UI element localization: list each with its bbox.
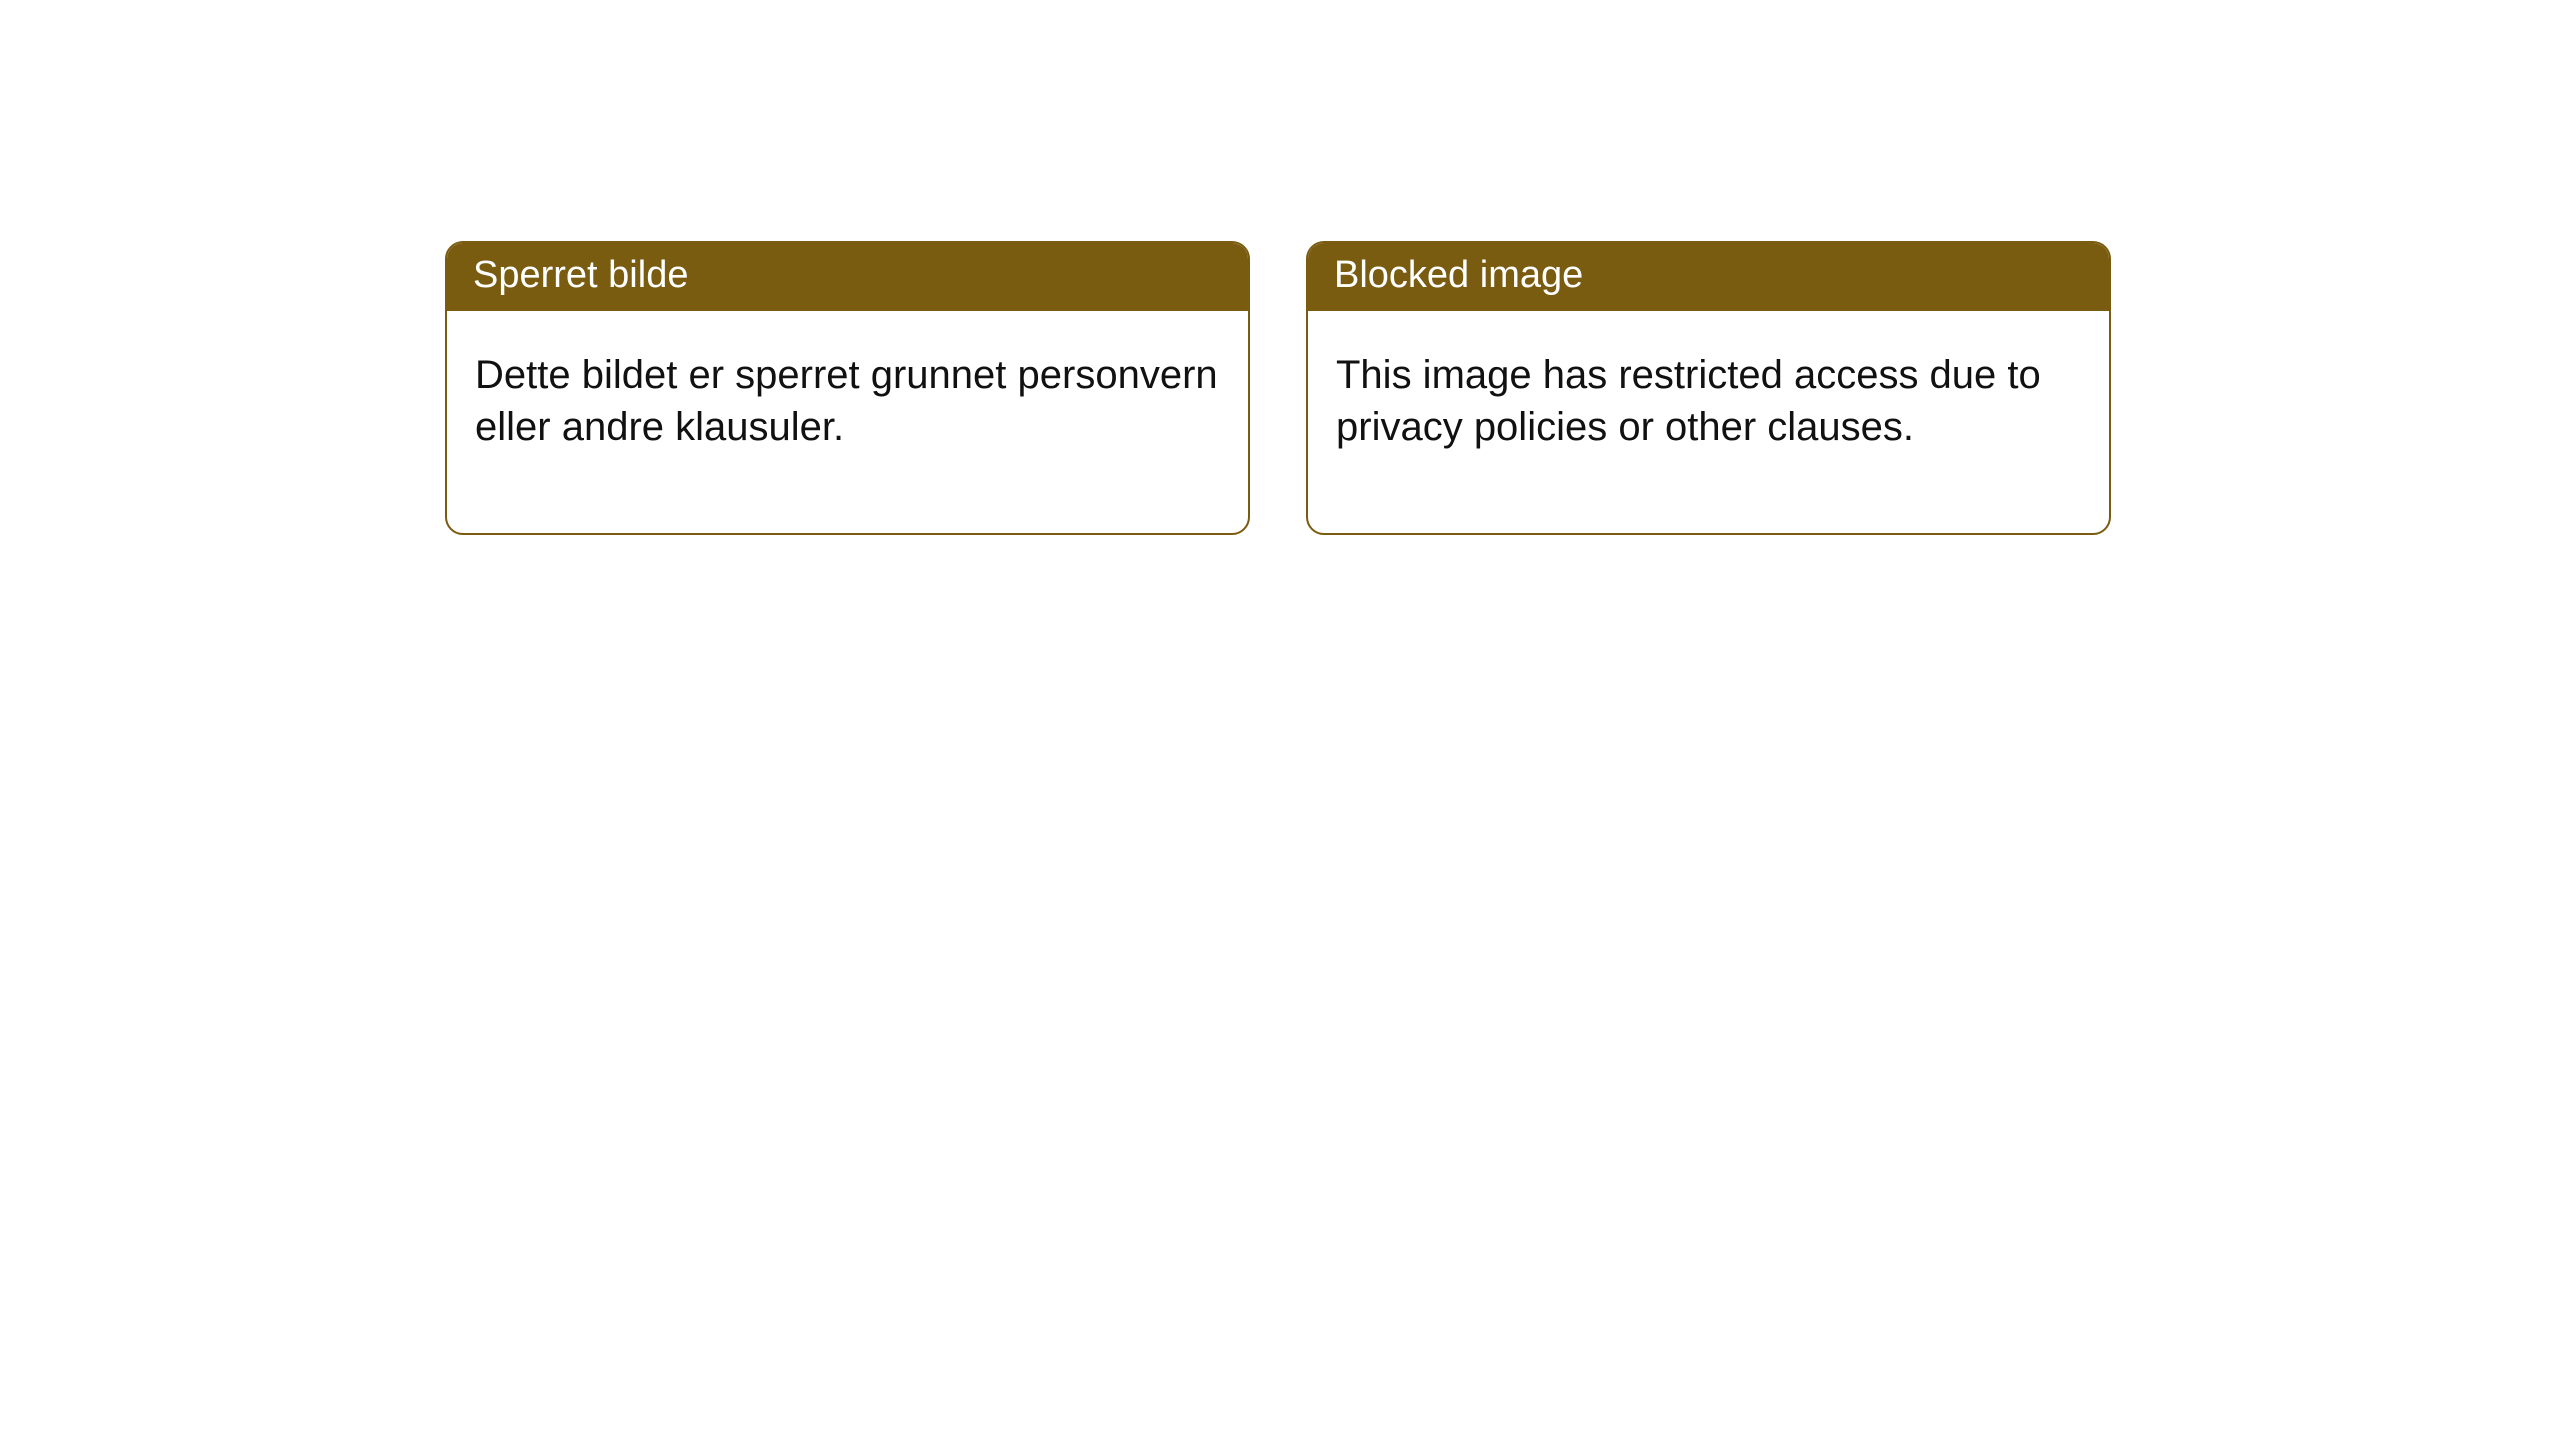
notice-card-body: Dette bildet er sperret grunnet personve… [447,311,1248,533]
notice-card-english: Blocked image This image has restricted … [1306,241,2111,535]
notice-card-body: This image has restricted access due to … [1308,311,2109,533]
notice-card-title: Blocked image [1308,243,2109,311]
notice-card-title: Sperret bilde [447,243,1248,311]
notice-cards-container: Sperret bilde Dette bildet er sperret gr… [0,0,2560,535]
notice-card-norwegian: Sperret bilde Dette bildet er sperret gr… [445,241,1250,535]
